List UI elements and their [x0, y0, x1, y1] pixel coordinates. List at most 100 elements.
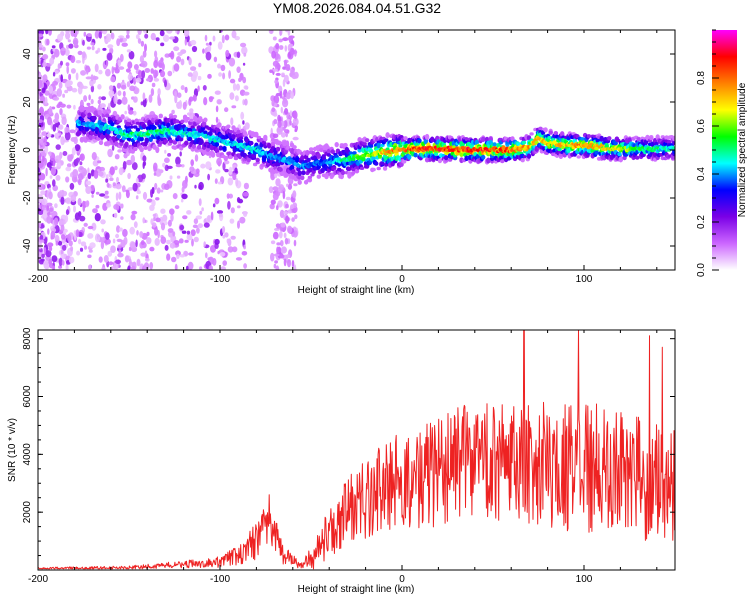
spectrogram-y-tick-label: -20 — [22, 190, 33, 205]
spectrogram-noise-cell — [176, 175, 181, 179]
spectrogram-noise-cell — [144, 43, 147, 52]
spectrogram-noise-cell — [130, 213, 136, 221]
spectrogram-noise-cell — [86, 200, 90, 207]
spectrogram-noise-cell — [93, 169, 99, 179]
snr-frame — [37, 329, 676, 571]
spectrogram-ridge-cell — [188, 136, 193, 142]
spectrogram-noise-cell — [72, 37, 79, 46]
spectrogram-noise-cell — [74, 212, 80, 221]
spectrogram-ridge-cell — [180, 119, 185, 124]
spectrogram-noise-cell — [154, 182, 158, 190]
spectrogram-noise-cell — [42, 61, 47, 68]
spectrogram-noise-cell — [42, 74, 48, 82]
spectrogram-noise-cell — [124, 255, 130, 263]
spectrogram-ridge-cell — [110, 122, 115, 127]
spectrogram-ridge-cell — [305, 150, 310, 156]
spectrogram-noise-cell — [146, 231, 150, 236]
spectrogram-noise-cell — [137, 30, 142, 35]
spectrogram-ridge-cell — [268, 167, 273, 173]
spectrogram-noise-cell — [61, 234, 66, 240]
spectrogram-noise-cell — [214, 90, 221, 95]
spectrogram-noise-cell — [191, 238, 194, 247]
spectrogram-noise-cell — [173, 46, 180, 52]
spectrogram-noise-cell — [90, 74, 94, 82]
spectrogram-noise-cell — [84, 245, 87, 250]
spectrogram-noise-cell — [98, 31, 103, 39]
spectrogram-ridge-cell — [152, 144, 157, 150]
spectrogram-ridge-cell — [256, 135, 262, 140]
spectrogram-noise-cell — [60, 47, 66, 52]
spectrogram-ridge-cell — [297, 170, 302, 177]
spectrogram-ridge-cell — [168, 139, 174, 144]
spectrogram-noise-cell — [154, 50, 158, 58]
spectrogram-noise-cell — [186, 230, 191, 235]
spectrogram-ridge-cell — [402, 159, 407, 164]
spectrogram-noise-cell — [100, 219, 106, 225]
spectrogram-noise-cell — [65, 32, 71, 40]
spectrogram-noise-cell — [38, 222, 42, 228]
spectrogram-noise-cell — [38, 183, 45, 191]
spectrogram-ridge-cell — [217, 122, 222, 128]
spectrogram-noise-cell — [217, 41, 223, 50]
spectrogram-noise-cell — [110, 266, 114, 270]
spectrogram-ridge-cell — [129, 125, 134, 129]
spectrogram-noise-cell — [144, 33, 149, 39]
spectrogram-noise-cell — [133, 76, 137, 85]
spectrogram-noise-cell — [204, 34, 208, 42]
spectrogram-noise-cell — [70, 194, 77, 203]
spectrogram-noise-cell — [221, 226, 226, 234]
spectrogram-noise-cell — [39, 173, 46, 181]
spectrogram-noise-cell — [279, 31, 282, 36]
spectrogram-noise-cell — [164, 79, 167, 88]
spectrogram-noise-cell — [174, 205, 180, 210]
spectrogram-noise-cell — [77, 198, 82, 206]
spectrogram-noise-cell — [38, 134, 44, 140]
spectrogram-noise-cell — [203, 97, 208, 106]
spectrogram-ridge-cell — [139, 147, 144, 153]
spectrogram-noise-cell — [198, 181, 204, 191]
colorbar-tick-label: 0.6 — [696, 119, 707, 133]
spectrogram-noise-cell — [157, 88, 161, 96]
spectrogram-noise-cell — [283, 120, 288, 129]
spectrogram-noise-cell — [224, 168, 229, 173]
spectrogram-noise-cell — [287, 259, 291, 268]
spectrogram-ridge-cell — [92, 115, 97, 121]
spectrogram-noise-cell — [56, 104, 61, 109]
spectrogram-noise-cell — [64, 131, 71, 141]
spectrogram-ridge-cell — [77, 130, 82, 136]
spectrogram-noise-cell — [197, 223, 203, 229]
colorbar-ticks: 0.0 0.2 0.4 0.6 0.8 — [696, 29, 719, 277]
spectrogram-noise-cell — [156, 187, 161, 194]
spectrogram-noise-cell — [129, 85, 136, 92]
spectrogram-ridge-cell — [447, 158, 453, 162]
spectrogram-noise-cell — [73, 205, 76, 213]
spectrogram-ridge-cell — [249, 140, 254, 146]
spectrogram-noise-cell — [79, 247, 84, 252]
spectrogram-noise-cell — [120, 203, 124, 209]
spectrogram-ridge-cell — [116, 134, 122, 139]
spectrogram-noise-cell — [170, 213, 174, 222]
spectrogram-noise-cell — [68, 256, 75, 264]
spectrogram-noise-cell — [232, 172, 237, 181]
spectrogram-noise-cell — [234, 95, 239, 102]
spectrogram-noise-cell — [55, 77, 59, 82]
spectrogram-noise-cell — [44, 90, 50, 96]
spectrogram-noise-cell — [294, 214, 298, 220]
spectrogram-noise-cell — [193, 218, 199, 225]
spectrogram-noise-cell — [210, 211, 214, 221]
spectrogram-noise-cell — [94, 233, 101, 243]
spectrogram-noise-cell — [193, 236, 199, 243]
spectrogram-noise-cell — [155, 168, 162, 177]
spectrogram-noise-cell — [281, 72, 285, 76]
spectrogram-ridge-cell — [261, 156, 267, 163]
spectrogram-noise-cell — [284, 237, 289, 245]
spectrogram-ridge-cell — [121, 148, 127, 153]
spectrogram-ridge-cell — [672, 140, 675, 145]
spectrogram-ridge-cell — [300, 175, 305, 181]
spectrogram-ridge-cell — [501, 145, 506, 151]
spectrogram-noise-cell — [116, 99, 122, 105]
spectrogram-noise-cell — [105, 59, 109, 67]
spectrogram-ridge-cell — [289, 164, 295, 171]
spectrogram-noise-cell — [121, 185, 126, 193]
spectrogram-ridge-cell — [226, 124, 231, 129]
